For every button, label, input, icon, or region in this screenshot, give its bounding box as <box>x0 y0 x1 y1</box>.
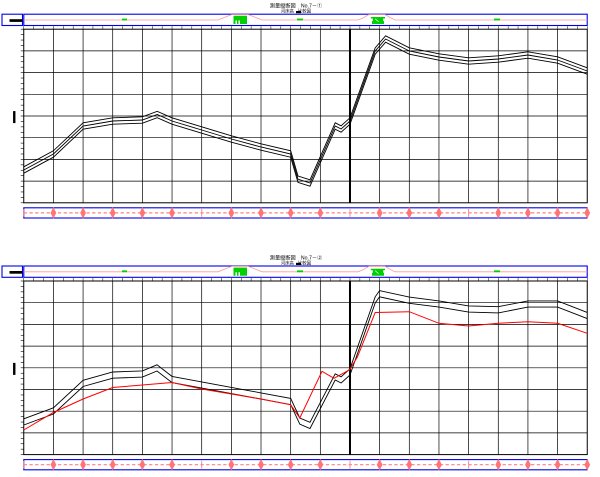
svg-text:河床高 比較図: 河床高 比較図 <box>281 8 311 15</box>
svg-text:河床高 比較図: 河床高 比較図 <box>281 259 311 266</box>
